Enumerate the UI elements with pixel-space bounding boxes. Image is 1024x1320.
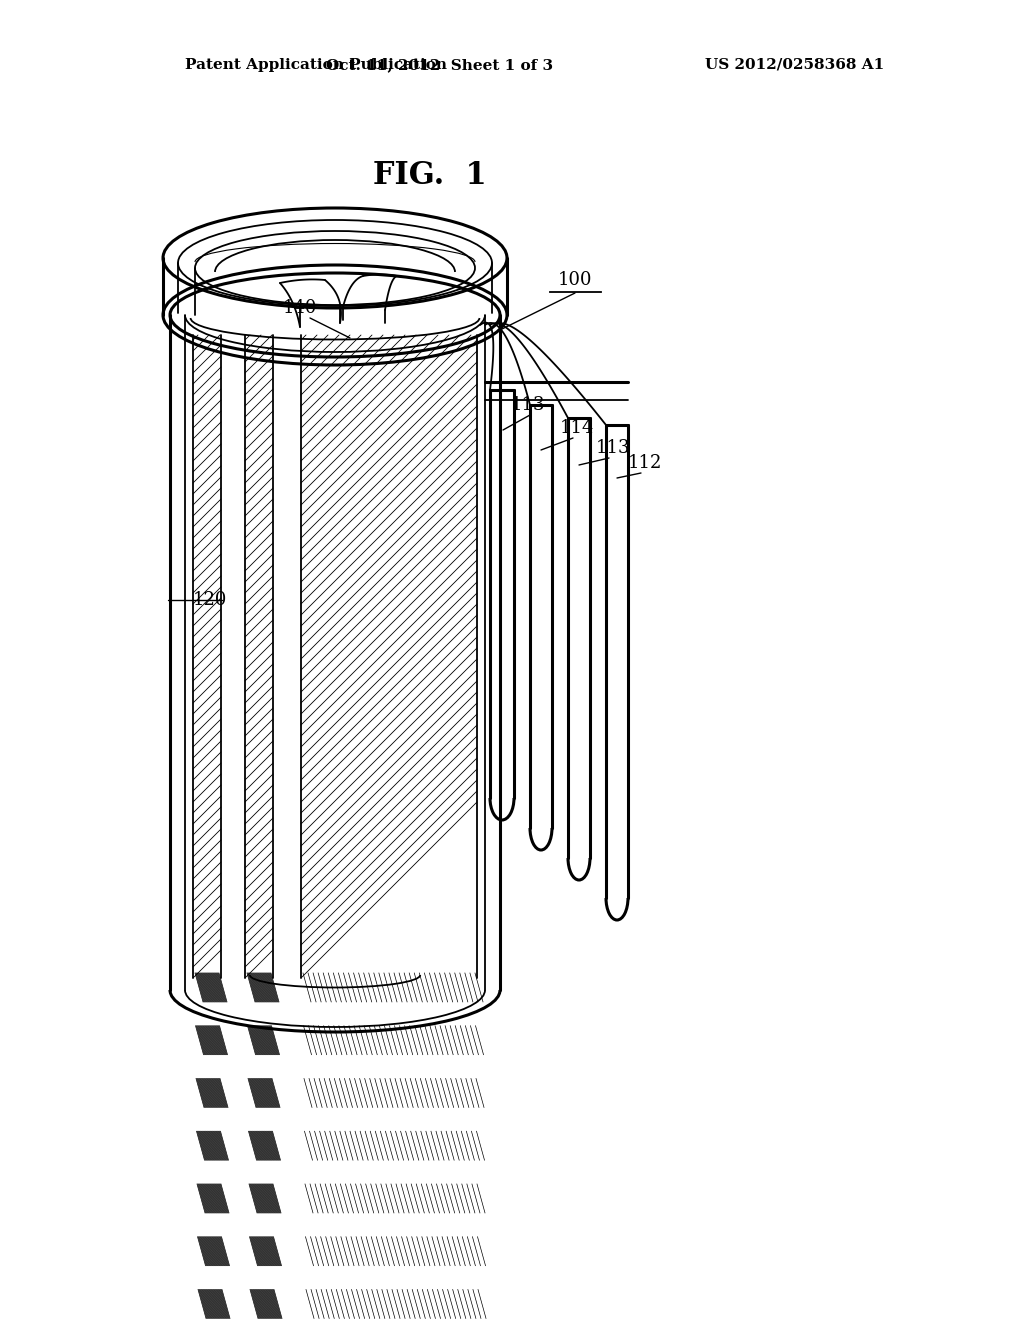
Text: US 2012/0258368 A1: US 2012/0258368 A1 — [705, 58, 885, 73]
Text: 100: 100 — [558, 271, 592, 289]
Text: FIG.  1: FIG. 1 — [373, 160, 486, 190]
Text: 113: 113 — [596, 440, 630, 457]
Text: Patent Application Publication: Patent Application Publication — [185, 58, 447, 73]
Text: 112: 112 — [628, 454, 663, 473]
Text: 114: 114 — [560, 418, 594, 437]
Text: 120: 120 — [193, 591, 227, 609]
Text: 140: 140 — [283, 300, 317, 317]
Text: 113: 113 — [511, 396, 545, 414]
Text: Oct. 11, 2012  Sheet 1 of 3: Oct. 11, 2012 Sheet 1 of 3 — [327, 58, 554, 73]
